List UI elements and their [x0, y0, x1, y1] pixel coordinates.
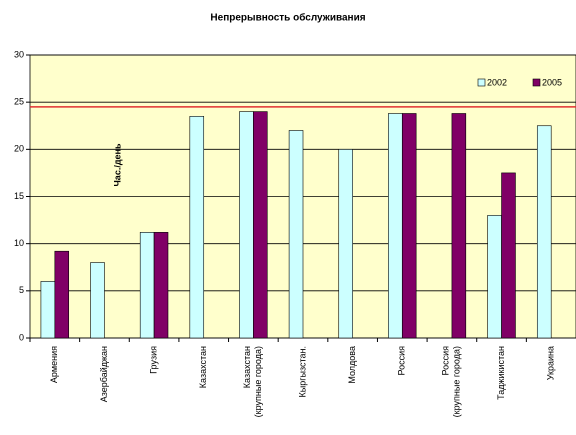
x-tick-label: Россия: [397, 346, 407, 376]
x-tick-label-line: (крупные города): [452, 346, 462, 417]
bar: [288, 130, 304, 339]
legend-swatch: [477, 78, 486, 87]
x-tick-label: Азербайджан: [99, 346, 109, 402]
bar: [139, 232, 155, 339]
bar: [401, 113, 417, 339]
bar: [90, 262, 105, 339]
y-tick-label: 20: [14, 144, 24, 154]
x-tick-label: Кыргызстан.: [297, 346, 307, 398]
x-tick-label: Армения: [49, 346, 59, 383]
bar: [451, 113, 467, 339]
y-axis-label: Час./день: [112, 143, 122, 186]
legend-label: 2002: [487, 77, 507, 87]
y-tick-label: 10: [14, 238, 24, 248]
chart-title: Непрерывность обслуживания: [210, 12, 365, 24]
y-tick-label: 25: [14, 97, 24, 107]
bar: [54, 250, 70, 339]
x-tick-label: Таджикистан: [496, 346, 506, 400]
x-tick-label: Казахстан: [198, 346, 208, 388]
bar: [153, 232, 169, 339]
legend-swatch: [532, 78, 541, 87]
bar: [40, 281, 56, 339]
x-tick-label: Казахстан(крупные города): [242, 346, 263, 417]
bar: [189, 116, 205, 339]
bar: [501, 172, 516, 339]
x-tick-label: Россия(крупные города): [441, 346, 462, 417]
x-tick-label-line: (крупные города): [253, 346, 263, 417]
bar: [388, 113, 403, 339]
bar: [487, 215, 502, 339]
bar: [239, 111, 254, 339]
bar: [253, 111, 268, 339]
x-tick-label-line: Казахстан: [242, 346, 252, 388]
y-tick-label: 15: [14, 191, 24, 201]
legend-label: 2005: [542, 77, 562, 87]
bar: [536, 125, 552, 339]
x-tick-label-line: Россия: [441, 346, 451, 376]
bar: [338, 149, 353, 339]
x-tick-label: Украина: [546, 346, 556, 380]
x-tick-label: Грузия: [148, 346, 158, 374]
y-tick-label: 5: [19, 285, 24, 295]
x-tick-label: Молдова: [347, 346, 357, 384]
y-tick-label: 30: [14, 49, 24, 59]
y-tick-label: 0: [19, 332, 24, 342]
